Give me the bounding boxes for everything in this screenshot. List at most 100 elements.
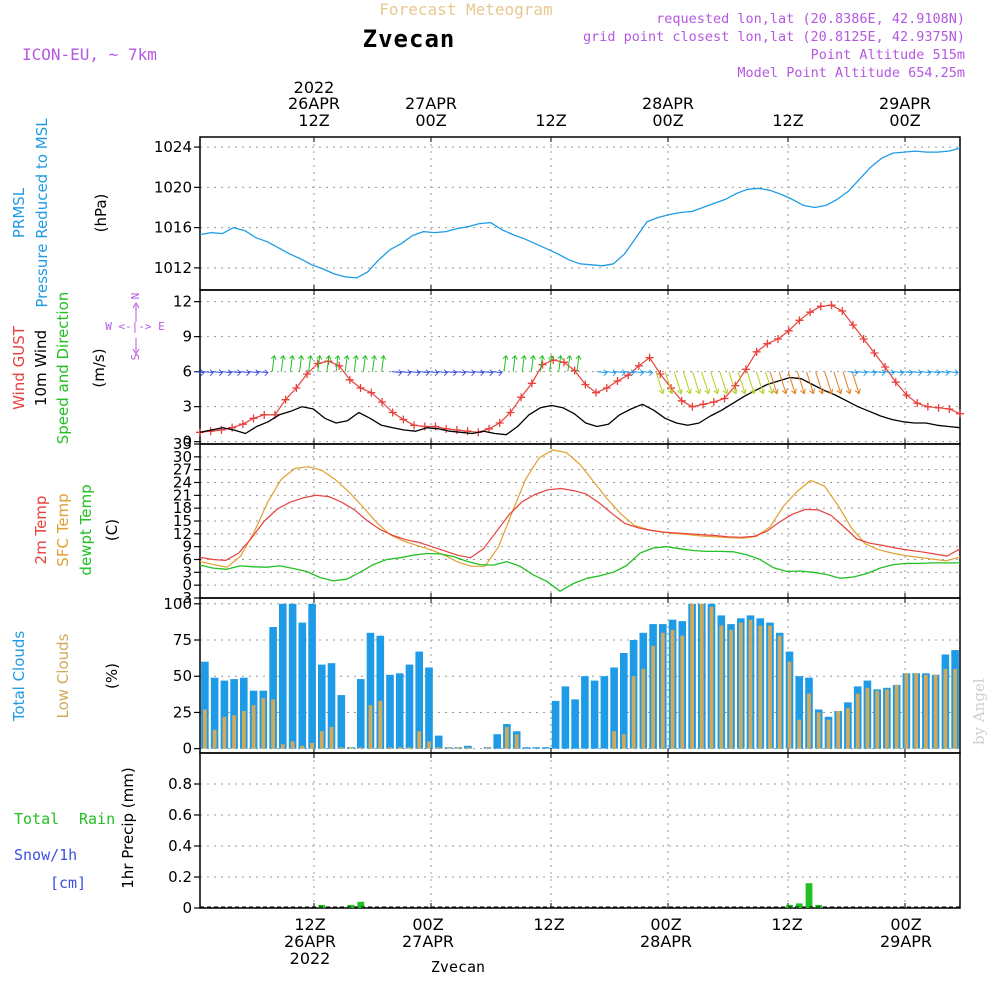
- wind-direction-arrow: [221, 369, 233, 377]
- y-tick-label: 15: [173, 512, 192, 530]
- low-cloud-bar: [660, 632, 665, 749]
- wind-direction-arrow: [325, 354, 332, 372]
- low-cloud-bar: [300, 745, 305, 749]
- gust-marker: [420, 422, 429, 431]
- y-tick-label: 75: [173, 631, 192, 649]
- wind-direction-arrow: [428, 369, 439, 377]
- wind-direction-arrow: [520, 354, 527, 372]
- low-cloud-bar: [680, 635, 685, 749]
- wind-direction-arrow: [437, 369, 448, 377]
- wind-direction-arrow: [557, 354, 564, 372]
- y-tick-label: 100: [163, 595, 192, 613]
- gust-marker: [913, 399, 922, 408]
- total-cloud-bar: [327, 663, 336, 749]
- y-tick-label: 12: [173, 293, 192, 311]
- precip-label-total: Total: [14, 810, 59, 828]
- wind-direction-arrow: [728, 371, 738, 395]
- wind-direction-arrow: [307, 354, 314, 372]
- wind-direction-arrow: [929, 369, 941, 377]
- wind-direction-arrow: [548, 354, 555, 372]
- bottom-tick-line: 00Z: [890, 915, 921, 934]
- low-cloud-bar: [241, 711, 246, 749]
- bottom-time-labels: 12Z 26APR 2022 00Z 27APR 12Z 00Z 28APR 12Z 0…: [284, 915, 932, 968]
- gust-marker: [410, 421, 419, 430]
- low-cloud-bar: [846, 708, 850, 749]
- y-tick-label: 0.2: [168, 868, 192, 886]
- y-tick-label: 3: [182, 563, 192, 581]
- cloud-unit: (%): [103, 663, 121, 689]
- top-tick-26apr-12z: 2022 26APR 12Z: [288, 78, 340, 130]
- gust-marker: [281, 395, 290, 404]
- wind-direction-arrow: [624, 369, 635, 377]
- wind-direction-arrow: [362, 354, 368, 372]
- wind-direction-arrow: [257, 369, 269, 377]
- low-cloud-bar: [358, 747, 363, 749]
- total-cloud-bar: [561, 686, 570, 749]
- wind-direction-arrow: [248, 369, 260, 377]
- bottom-tick-27apr-00z: 00Z 27APR: [402, 915, 454, 951]
- wind-direction-arrow: [239, 369, 251, 377]
- low-cloud-bar: [485, 747, 490, 749]
- wind-direction-arrow: [400, 369, 412, 377]
- total-cloud-bar: [230, 679, 238, 749]
- wind-direction-arrow: [539, 354, 545, 372]
- chart-title: Forecast Meteogram: [379, 0, 552, 19]
- y-tick-label: 30: [173, 448, 192, 466]
- gust-marker: [292, 384, 301, 392]
- wind-direction-arrow: [491, 369, 503, 377]
- low-cloud-bar: [865, 687, 870, 749]
- bottom-tick-26apr-12z: 12Z 26APR 2022: [284, 915, 336, 968]
- low-cloud-bar: [349, 747, 353, 749]
- wind-direction-arrow: [769, 371, 779, 395]
- top-tick-line: 00Z: [889, 111, 920, 130]
- wind-direction-arrow: [446, 369, 458, 377]
- wind-direction-arrow: [212, 369, 223, 377]
- low-cloud-bar: [875, 690, 880, 749]
- wind-direction-arrow: [633, 369, 644, 377]
- gust-marker: [517, 393, 526, 402]
- gust-marker: [602, 384, 611, 392]
- low-cloud-bar: [621, 734, 626, 749]
- gust-marker: [870, 349, 879, 357]
- total-cloud-bar: [405, 664, 414, 749]
- wind-direction-arrow: [787, 371, 797, 395]
- wind-direction-arrow: [778, 371, 788, 395]
- gust-marker: [260, 410, 269, 419]
- low-cloud-bar: [758, 625, 763, 749]
- gust-marker: [720, 394, 729, 403]
- gust-marker: [581, 380, 590, 389]
- gust-marker: [731, 381, 740, 390]
- gust-marker: [784, 326, 793, 335]
- gust-marker: [838, 307, 847, 315]
- low-cloud-bar: [924, 674, 928, 749]
- precip-bar: [357, 901, 365, 908]
- low-cloud-bar: [699, 603, 704, 749]
- wind-direction-arrow: [203, 369, 214, 377]
- wind-direction-arrow: [409, 369, 421, 377]
- low-cloud-bar: [456, 747, 461, 749]
- dewpt-line: [199, 546, 960, 592]
- total-cloud-bar: [337, 695, 346, 749]
- y-tick-label: 6: [182, 363, 192, 381]
- gust-marker: [388, 408, 397, 417]
- gust-marker: [795, 316, 804, 325]
- y-tick-label: 0: [182, 433, 192, 451]
- gust-marker: [538, 360, 547, 369]
- gust-marker: [848, 321, 857, 329]
- gust-marker: [741, 365, 750, 374]
- gust-marker: [688, 402, 697, 411]
- grid-point-coords: grid point closest lon,lat (20.8125E, 42…: [583, 29, 965, 45]
- low-cloud-bar: [738, 622, 743, 749]
- total-cloud-bar: [620, 653, 628, 749]
- gust-marker: [902, 391, 911, 399]
- wind-direction-arrow: [764, 371, 774, 395]
- low-cloud-bar: [505, 726, 509, 749]
- y-tick-label: 0.4: [168, 837, 192, 855]
- top-tick-28apr-00z: 28APR 00Z: [642, 94, 694, 130]
- bottom-tick-28apr-00z: 00Z 28APR: [640, 915, 692, 951]
- wind-direction-arrow: [596, 369, 608, 377]
- gust-marker: [709, 398, 718, 406]
- gust-marker: [827, 301, 836, 310]
- gust-marker: [634, 361, 643, 370]
- total-cloud-bar: [395, 673, 404, 749]
